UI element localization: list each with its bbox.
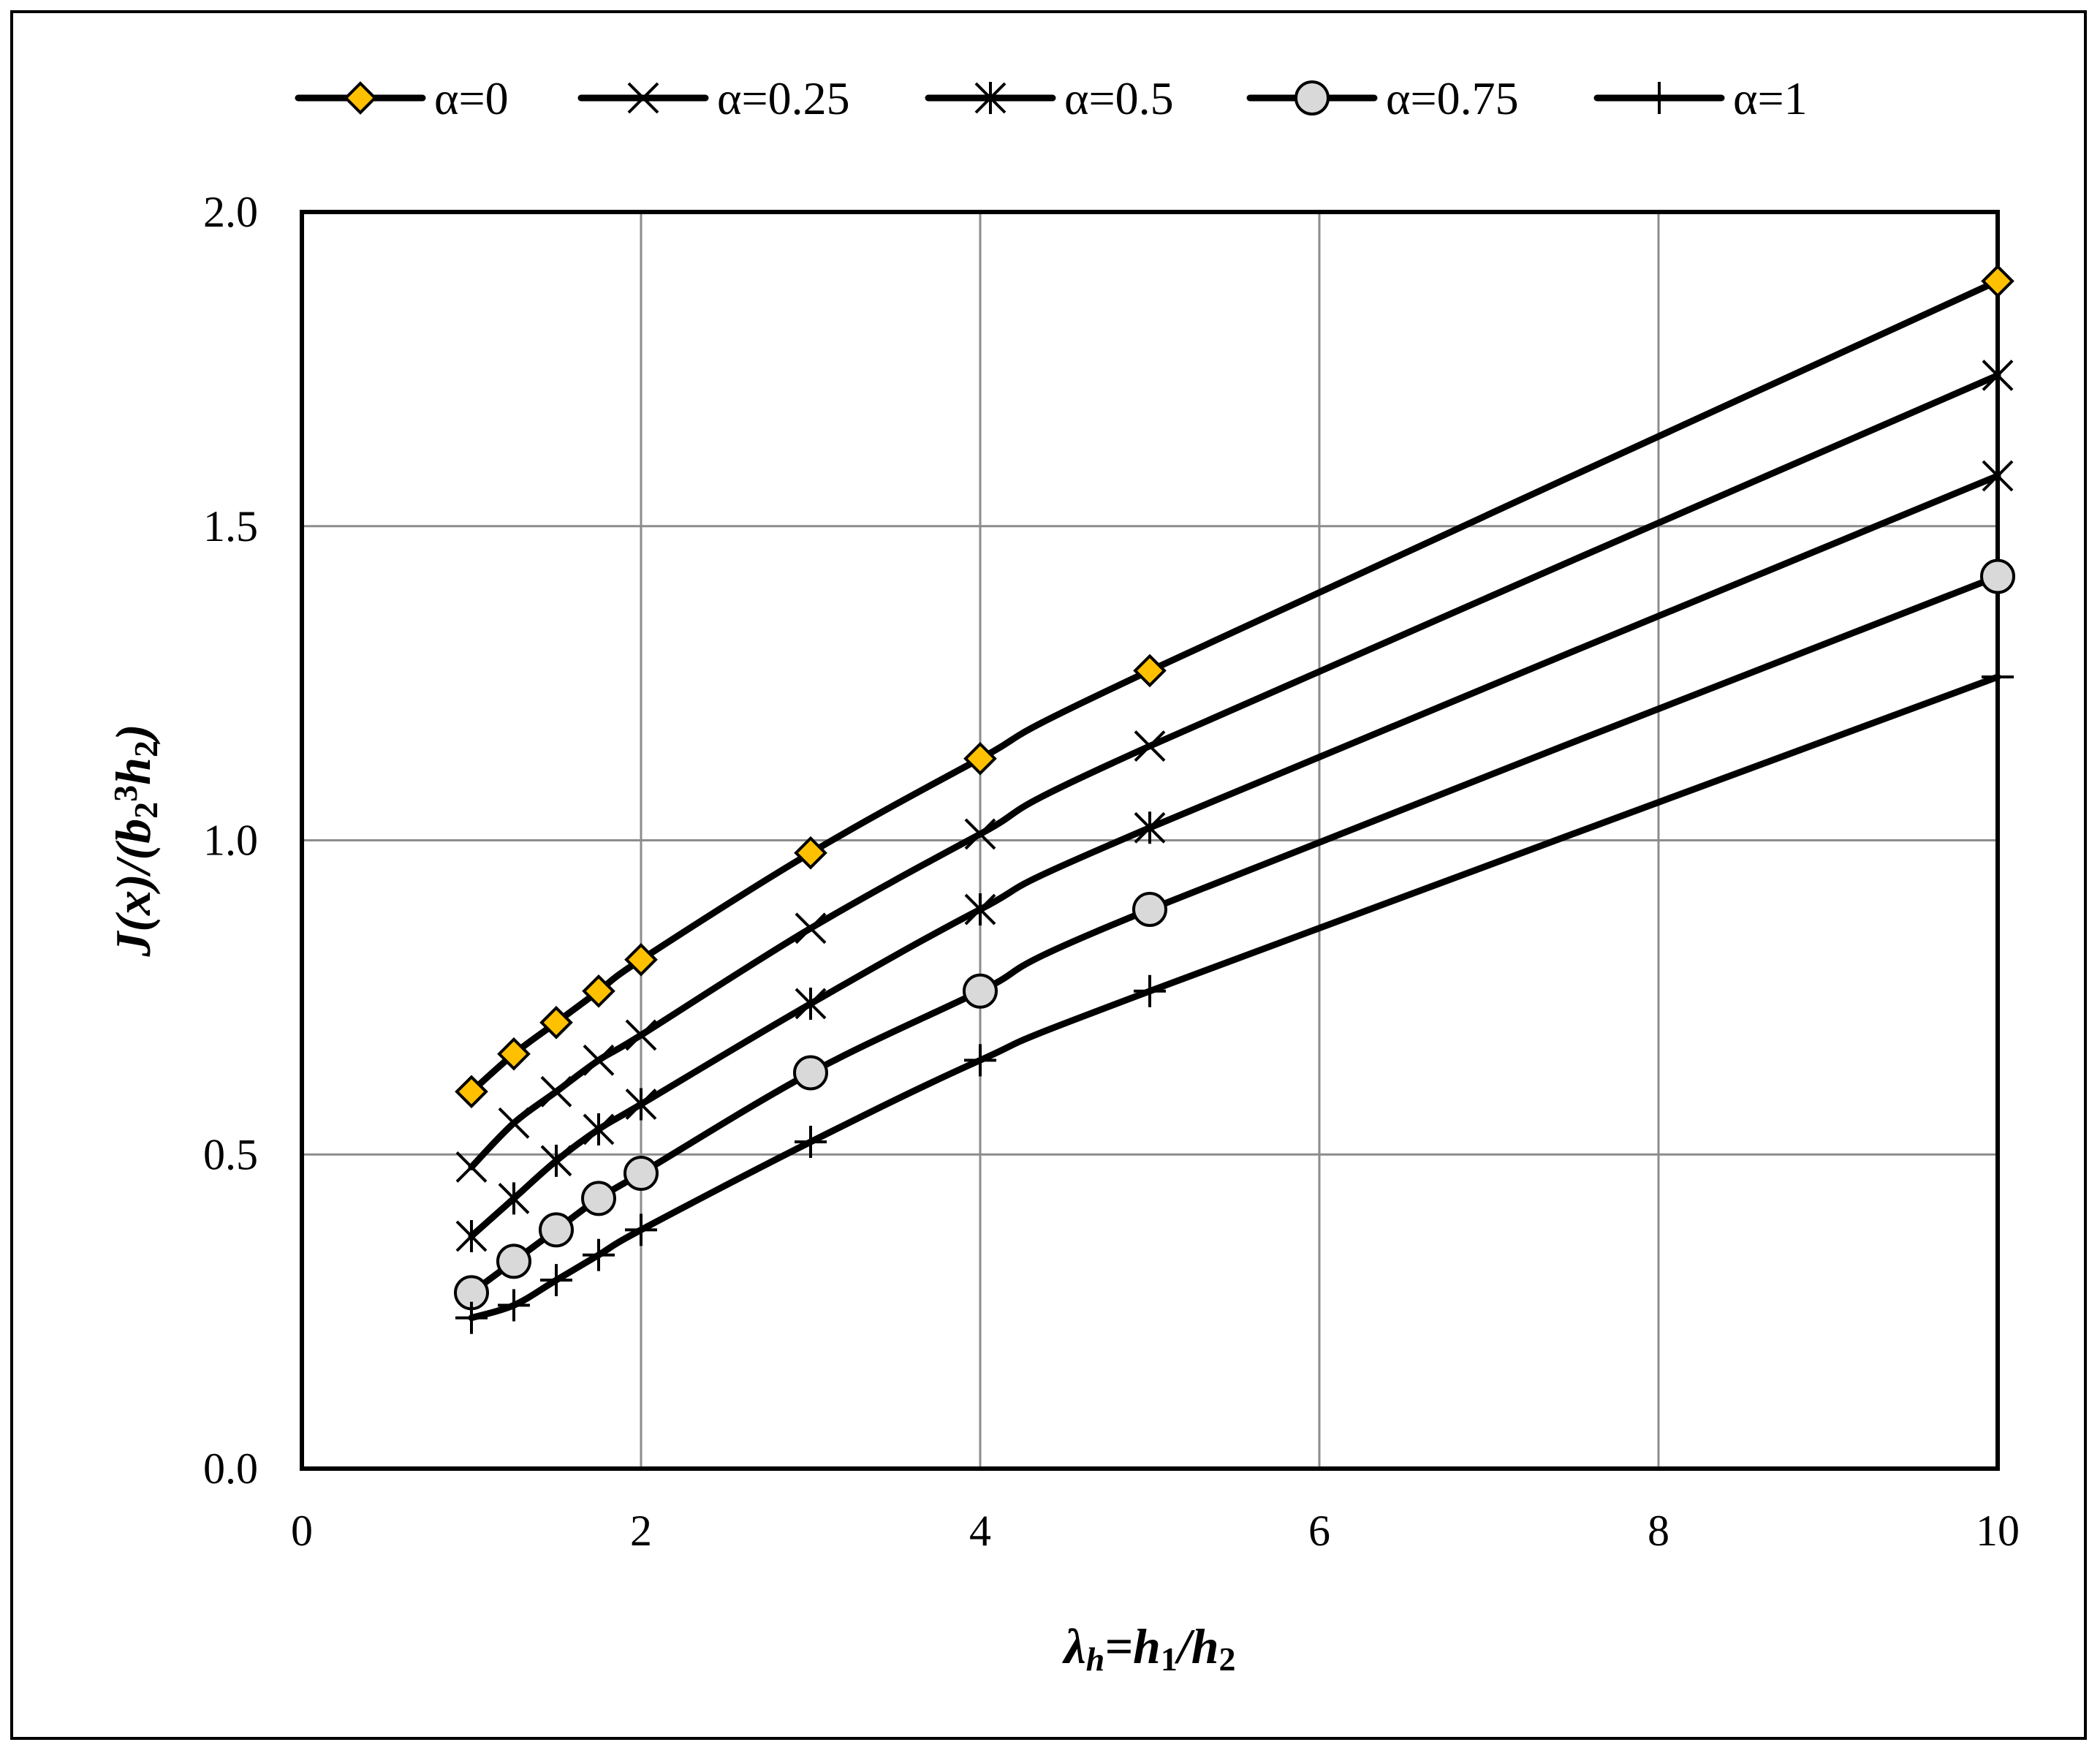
data-point — [625, 1088, 657, 1121]
y-axis-tick-labels: 0.0 0.5 1.0 1.5 2.0 — [203, 188, 258, 1493]
data-point — [540, 1144, 572, 1177]
series-markers — [454, 264, 2015, 1334]
data-point — [1981, 264, 2014, 298]
data-point — [539, 1212, 574, 1248]
data-point — [795, 987, 827, 1020]
data-point — [794, 836, 827, 870]
series-lines — [468, 278, 2001, 1322]
legend-label: α=1 — [1733, 72, 1808, 124]
legend-label: α=0 — [434, 72, 509, 124]
legend-label: α=0.75 — [1386, 72, 1519, 124]
y-tick-label: 0.5 — [203, 1130, 258, 1178]
data-point — [1132, 892, 1167, 928]
data-point — [583, 1113, 615, 1146]
legend-label: α=0.5 — [1064, 72, 1174, 124]
data-point — [1134, 730, 1166, 762]
series-line-1 — [468, 371, 2001, 1170]
y-tick-label: 2.0 — [203, 188, 258, 236]
legend-marker — [974, 82, 1007, 114]
x-tick-label: 2 — [630, 1507, 652, 1555]
data-point — [1982, 360, 2014, 391]
y-tick-label: 1.5 — [203, 502, 258, 550]
legend-marker — [627, 82, 659, 114]
legend: α=0 α=0.25 α=0.5 α=0.75 α=1 — [295, 72, 1808, 124]
data-point — [964, 893, 996, 926]
data-point — [625, 1019, 657, 1051]
data-point — [498, 1289, 530, 1322]
data-point — [795, 912, 827, 944]
data-point — [1134, 811, 1166, 844]
plot-area-border — [300, 210, 2000, 1471]
data-point — [964, 818, 996, 850]
series-line-0 — [468, 278, 2001, 1095]
series-markers-0 — [455, 264, 2014, 1109]
data-point — [498, 1182, 530, 1215]
x-axis-tick-labels: 0 2 4 6 8 10 — [291, 1507, 2020, 1555]
data-point — [583, 1238, 615, 1271]
legend-item-3: α=0.75 — [1246, 72, 1519, 124]
x-tick-label: 6 — [1308, 1507, 1330, 1555]
data-point — [540, 1264, 572, 1297]
legend-item-0: α=0 — [295, 72, 509, 124]
legend-item-4: α=1 — [1593, 72, 1808, 124]
data-point — [581, 1181, 616, 1216]
data-point — [1982, 661, 2014, 694]
data-point — [793, 1055, 828, 1091]
data-point — [1134, 974, 1166, 1007]
data-point — [497, 1037, 531, 1071]
data-point — [582, 974, 615, 1008]
series-markers-4 — [455, 661, 2014, 1334]
data-point — [1982, 459, 2014, 492]
data-point — [963, 973, 998, 1009]
x-tick-label: 0 — [291, 1507, 313, 1555]
data-point — [1133, 654, 1167, 688]
data-point — [455, 1151, 488, 1183]
data-point — [964, 1044, 996, 1077]
legend-marker — [344, 81, 377, 115]
series-markers-2 — [455, 459, 2014, 1252]
y-tick-label: 1.0 — [203, 817, 258, 865]
data-point — [583, 1044, 615, 1076]
x-axis-title: λh=h1/h2 — [1061, 1618, 1235, 1678]
y-tick-label: 0.0 — [203, 1445, 258, 1493]
legend-marker — [1295, 80, 1330, 116]
data-point — [539, 1005, 573, 1040]
series-line-4 — [468, 673, 2001, 1322]
data-point — [540, 1075, 572, 1108]
data-point — [1980, 559, 2015, 594]
x-tick-label: 8 — [1648, 1507, 1669, 1555]
data-point — [624, 942, 658, 977]
legend-label: α=0.25 — [717, 72, 850, 124]
series-line-2 — [468, 472, 2001, 1240]
data-point — [455, 1075, 488, 1109]
data-point — [498, 1107, 530, 1139]
series-markers-1 — [455, 360, 2014, 1183]
y-axis-title: J(x)/(b23h2) — [105, 724, 164, 957]
legend-item-2: α=0.5 — [925, 72, 1174, 124]
data-point — [795, 1126, 827, 1159]
x-tick-label: 10 — [1976, 1507, 2020, 1555]
data-point — [625, 1214, 657, 1246]
data-point — [623, 1156, 659, 1192]
x-tick-label: 4 — [969, 1507, 991, 1555]
legend-marker — [1643, 82, 1675, 114]
data-point — [496, 1243, 531, 1279]
data-point — [963, 741, 997, 776]
series-markers-3 — [454, 559, 2015, 1311]
data-point — [455, 1219, 488, 1252]
data-point — [455, 1301, 488, 1334]
series-line-3 — [468, 573, 2001, 1296]
legend-item-1: α=0.25 — [577, 72, 850, 124]
